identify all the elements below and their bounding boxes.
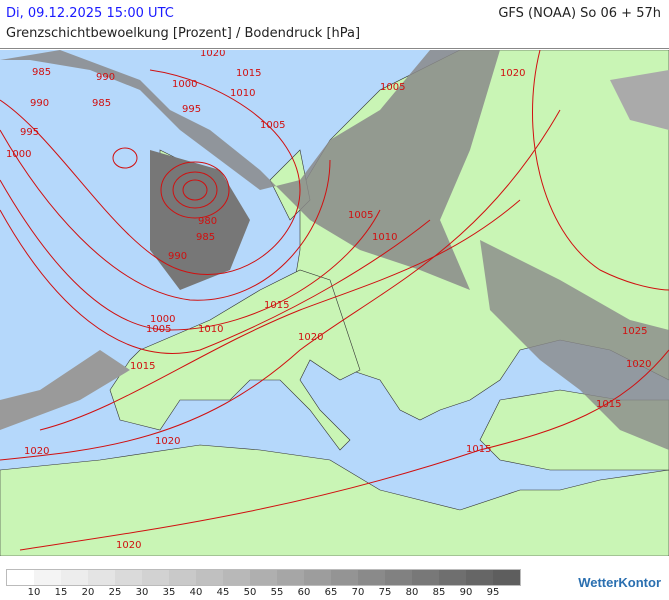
legend-swatch [493, 570, 520, 585]
header-divider [0, 48, 669, 49]
isobar-labels: 985 990 1020 1015 1000 995 1010 985 990 1005 995 10… [6, 50, 651, 551]
isobar-label: 985 [32, 67, 51, 78]
isobar-label: 1025 [622, 326, 647, 337]
legend-swatch [169, 570, 196, 585]
legend-label: 70 [351, 587, 365, 598]
legend-swatch [358, 570, 385, 585]
isobar-label: 1015 [236, 68, 261, 79]
isobar-label: 1020 [155, 436, 180, 447]
isobar-label: 1005 [380, 82, 405, 93]
isobar-label: 1015 [264, 300, 289, 311]
wetterkontor-logo: WetterKontor [578, 575, 661, 590]
weather-map: 985 990 1020 1015 1000 995 1010 985 990 1005 995 10… [0, 50, 669, 556]
isobar-label: 985 [92, 98, 111, 109]
cloud-cover [0, 50, 669, 450]
legend-label: 50 [243, 587, 257, 598]
legend-label: 95 [486, 587, 500, 598]
legend-label: 30 [135, 587, 149, 598]
isobar-label: 1000 [6, 149, 31, 160]
legend-label: 15 [54, 587, 68, 598]
legend-swatch [115, 570, 142, 585]
legend-swatch [304, 570, 331, 585]
isobar-label: 990 [30, 98, 49, 109]
legend-label: 85 [432, 587, 446, 598]
parameter-title: Grenzschichtbewoelkung [Prozent] / Boden… [6, 26, 361, 41]
isobar-label: 995 [182, 104, 201, 115]
legend-swatch [385, 570, 412, 585]
legend-swatch [466, 570, 493, 585]
legend-label: 80 [405, 587, 419, 598]
isobar-label: 1000 [172, 79, 197, 90]
legend-swatch [61, 570, 88, 585]
legend-swatch [250, 570, 277, 585]
legend-swatch [412, 570, 439, 585]
isobar-label: 1020 [298, 332, 323, 343]
legend-swatch [88, 570, 115, 585]
legend-swatch [439, 570, 466, 585]
legend-label: 60 [297, 587, 311, 598]
isobar-label: 1020 [500, 68, 525, 79]
isobar-label: 1005 [146, 324, 171, 335]
legend-label: 55 [270, 587, 284, 598]
isobar-label: 1005 [260, 120, 285, 131]
cloud-legend-scale [6, 569, 521, 586]
isobar-label: 1010 [198, 324, 223, 335]
legend-label: 65 [324, 587, 338, 598]
isobar-label: 980 [198, 216, 217, 227]
legend-label: 25 [108, 587, 122, 598]
isobar-label: 1000 [150, 314, 175, 325]
isobar-label: 1005 [348, 210, 373, 221]
isobar-label: 1020 [200, 50, 225, 59]
legend-swatch [223, 570, 250, 585]
isobar-label: 1015 [596, 399, 621, 410]
legend-swatch [196, 570, 223, 585]
isobar-label: 1015 [130, 361, 155, 372]
isobars [0, 50, 669, 551]
model-run: GFS (NOAA) So 06 + 57h [498, 6, 661, 21]
legend-label: 75 [378, 587, 392, 598]
legend-swatch [142, 570, 169, 585]
legend-label: 45 [216, 587, 230, 598]
isobar-label: 1020 [626, 359, 651, 370]
legend-label: 35 [162, 587, 176, 598]
isobar-label: 990 [96, 72, 115, 83]
legend-swatch [331, 570, 358, 585]
isobar-label: 1020 [116, 540, 141, 551]
legend-label: 20 [81, 587, 95, 598]
isobar-label: 985 [196, 232, 215, 243]
legend-swatch [34, 570, 61, 585]
isobar-label: 1020 [24, 446, 49, 457]
isobar-label: 1010 [230, 88, 255, 99]
legend-label: 10 [27, 587, 41, 598]
legend-label: 40 [189, 587, 203, 598]
isobar-label: 1015 [466, 444, 491, 455]
isobar-label: 1010 [372, 232, 397, 243]
legend-swatch [7, 570, 34, 585]
isobar-label: 990 [168, 251, 187, 262]
legend-label: 90 [459, 587, 473, 598]
isobar-label: 995 [20, 127, 39, 138]
forecast-datetime: Di, 09.12.2025 15:00 UTC [6, 6, 174, 21]
legend-swatch [277, 570, 304, 585]
